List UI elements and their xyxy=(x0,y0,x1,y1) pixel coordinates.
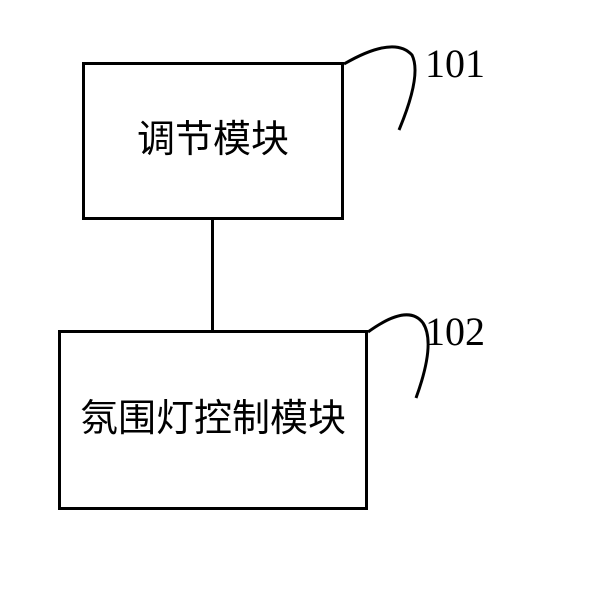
block-diagram: 调节模块 101 氛围灯控制模块 102 xyxy=(0,0,611,593)
edge-connector xyxy=(211,220,214,330)
node-ambient-light-control-module: 氛围灯控制模块 xyxy=(58,330,368,510)
callout-curve-icon xyxy=(344,40,424,140)
node-adjustment-module: 调节模块 xyxy=(82,62,344,220)
callout-label-102: 102 xyxy=(425,308,485,355)
node-label: 调节模块 xyxy=(137,116,289,165)
node-label: 氛围灯控制模块 xyxy=(70,395,356,444)
callout-label-101: 101 xyxy=(425,40,485,87)
